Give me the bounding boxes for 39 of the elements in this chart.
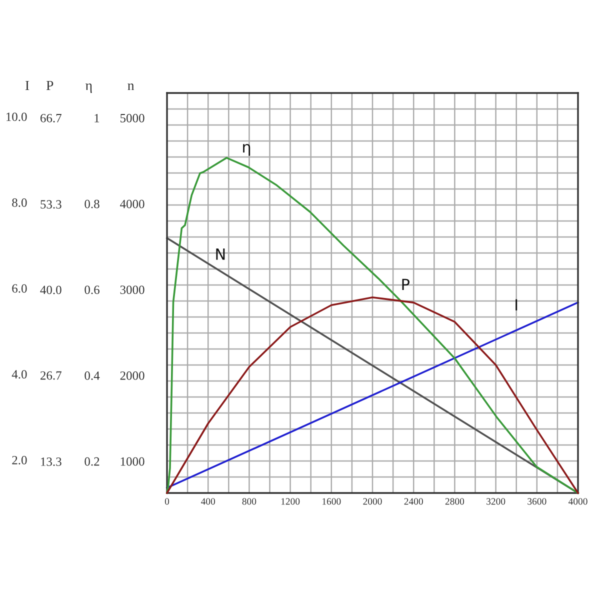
y3-tick-label: 40.0 [40,286,62,294]
series-label: N [216,248,225,260]
y-tick-label: 1000 [120,457,144,466]
text: I [25,80,30,90]
y3-tick-label: 53.3 [40,200,62,209]
x-tick-label: 3600 [528,498,546,505]
series-label: η [243,144,250,156]
text: 10.0 [6,112,27,122]
y3-axis-title: P [46,80,54,90]
y-tick-label: 4000 [120,200,144,208]
series-label: I [516,299,518,310]
x-tick-label: 400 [201,498,216,505]
x-tick-label: 4000 [568,498,588,505]
y-axis-title: n [128,83,134,90]
y3-tick-label: 26.7 [40,371,62,380]
x-tick-label: 2400 [404,498,423,505]
x-tick-label: 2000 [363,498,382,505]
y2-tick-label: 0.6 [84,286,100,294]
y-tick-label: 2000 [120,371,144,380]
x-tick-label: 0 [164,498,170,505]
y2-axis-title: η [85,83,92,93]
y2-tick-label: 1 [94,114,100,122]
y-tick-label: 5000 [120,114,144,122]
x-tick-label: 1600 [322,498,341,505]
y2-tick-label: 0.8 [84,200,100,208]
x-tick-label: 1200 [281,498,300,505]
text: 8.0 [12,198,27,207]
y2-tick-label: 0.2 [84,457,100,466]
text: 4.0 [12,370,27,379]
y3-tick-label: 66.7 [40,114,62,122]
x-tick-label: 2800 [445,498,464,505]
y2-tick-label: 0.4 [84,371,100,380]
text: 2.0 [12,456,27,464]
x-tick-label: 800 [242,498,256,505]
text: 6.0 [12,284,27,293]
y3-tick-label: 13.3 [41,458,62,466]
series-label: P [402,278,410,290]
y-tick-label: 3000 [120,286,144,294]
x-tick-label: 3200 [486,498,506,505]
